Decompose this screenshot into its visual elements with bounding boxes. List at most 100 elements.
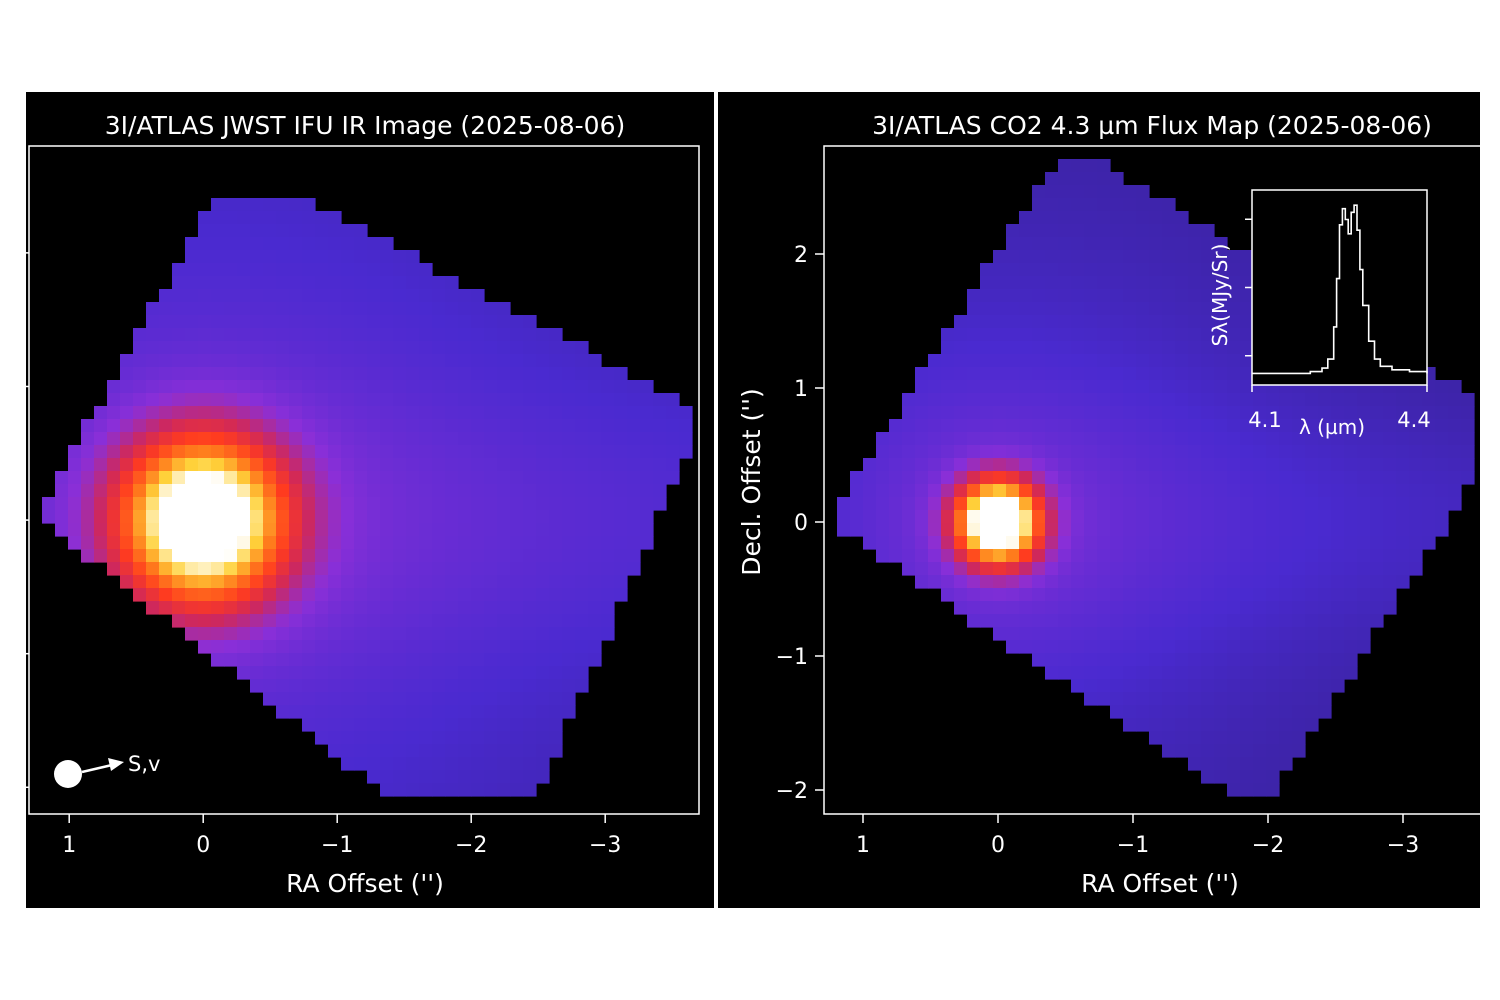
heatmap-cell bbox=[341, 523, 355, 537]
heatmap-cell bbox=[876, 523, 890, 537]
heatmap-cell bbox=[146, 341, 160, 355]
heatmap-cell bbox=[523, 705, 537, 719]
heatmap-cell bbox=[1240, 432, 1254, 446]
heatmap-cell bbox=[1097, 211, 1111, 225]
heatmap-cell bbox=[1032, 263, 1046, 277]
heatmap-cell bbox=[276, 263, 290, 277]
heatmap-cell bbox=[1175, 445, 1189, 459]
heatmap-cell bbox=[575, 445, 589, 459]
heatmap-cell bbox=[367, 484, 381, 498]
heatmap-cell bbox=[1331, 510, 1345, 524]
heatmap-cell bbox=[484, 731, 498, 745]
heatmap-cell bbox=[497, 380, 511, 394]
heatmap-cell bbox=[1097, 354, 1111, 368]
heatmap-cell bbox=[55, 523, 69, 537]
heatmap-cell bbox=[263, 510, 277, 524]
heatmap-cell bbox=[1214, 562, 1228, 576]
heatmap-cell bbox=[1318, 679, 1332, 693]
heatmap-cell bbox=[354, 458, 368, 472]
heatmap-cell bbox=[302, 341, 316, 355]
heatmap-cell bbox=[172, 445, 186, 459]
heatmap-cell bbox=[380, 666, 394, 680]
heatmap-cell bbox=[1123, 263, 1137, 277]
heatmap-cell bbox=[250, 289, 264, 303]
heatmap-cell bbox=[1136, 575, 1150, 589]
heatmap-cell bbox=[627, 536, 641, 550]
heatmap-cell bbox=[1175, 250, 1189, 264]
heatmap-cell bbox=[536, 705, 550, 719]
heatmap-cell bbox=[237, 419, 251, 433]
heatmap-cell bbox=[1136, 406, 1150, 420]
heatmap-cell bbox=[575, 666, 589, 680]
heatmap-cell bbox=[471, 783, 485, 797]
heatmap-cell bbox=[406, 744, 420, 758]
heatmap-cell bbox=[133, 575, 147, 589]
heatmap-cell bbox=[1058, 536, 1072, 550]
heatmap-cell bbox=[510, 783, 524, 797]
heatmap-cell bbox=[172, 510, 186, 524]
heatmap-cell bbox=[458, 705, 472, 719]
heatmap-cell bbox=[1149, 640, 1163, 654]
heatmap-cell bbox=[993, 393, 1007, 407]
heatmap-cell bbox=[1253, 653, 1267, 667]
heatmap-cell bbox=[562, 484, 576, 498]
heatmap-cell bbox=[406, 588, 420, 602]
y-tick-label: 0 bbox=[794, 511, 808, 536]
heatmap-cell bbox=[1227, 419, 1241, 433]
heatmap-cell bbox=[445, 783, 459, 797]
heatmap-cell bbox=[432, 289, 446, 303]
heatmap-cell bbox=[458, 458, 472, 472]
heatmap-cell bbox=[850, 484, 864, 498]
heatmap-cell bbox=[1396, 497, 1410, 511]
heatmap-cell bbox=[1097, 302, 1111, 316]
heatmap-cell bbox=[1084, 198, 1098, 212]
heatmap-cell bbox=[967, 471, 981, 485]
heatmap-cell bbox=[237, 627, 251, 641]
heatmap-cell bbox=[1058, 588, 1072, 602]
heatmap-cell bbox=[1409, 458, 1423, 472]
heatmap-cell bbox=[380, 627, 394, 641]
heatmap-cell bbox=[380, 705, 394, 719]
heatmap-cell bbox=[1071, 458, 1085, 472]
heatmap-cell bbox=[458, 770, 472, 784]
heatmap-cell bbox=[1019, 445, 1033, 459]
heatmap-cell bbox=[1084, 289, 1098, 303]
heatmap-cell bbox=[198, 341, 212, 355]
heatmap-cell bbox=[367, 588, 381, 602]
heatmap-cell bbox=[575, 588, 589, 602]
heatmap-cell bbox=[1188, 328, 1202, 342]
heatmap-cell bbox=[1123, 328, 1137, 342]
heatmap-cell bbox=[980, 536, 994, 550]
heatmap-cell bbox=[1136, 627, 1150, 641]
heatmap-cell bbox=[1084, 484, 1098, 498]
heatmap-cell bbox=[980, 419, 994, 433]
heatmap-cell bbox=[419, 575, 433, 589]
heatmap-cell bbox=[393, 497, 407, 511]
heatmap-cell bbox=[653, 497, 667, 511]
heatmap-cell bbox=[1162, 471, 1176, 485]
heatmap-cell bbox=[354, 679, 368, 693]
heatmap-cell bbox=[640, 471, 654, 485]
heatmap-cell bbox=[484, 484, 498, 498]
heatmap-cell bbox=[889, 523, 903, 537]
heatmap-cell bbox=[575, 471, 589, 485]
heatmap-cell bbox=[328, 549, 342, 563]
heatmap-cell bbox=[1292, 679, 1306, 693]
heatmap-cell bbox=[536, 575, 550, 589]
heatmap-cell bbox=[497, 679, 511, 693]
heatmap-cell bbox=[1019, 211, 1033, 225]
heatmap-cell bbox=[263, 549, 277, 563]
heatmap-cell bbox=[1188, 510, 1202, 524]
heatmap-cell bbox=[1292, 497, 1306, 511]
heatmap-cell bbox=[1175, 328, 1189, 342]
heatmap-cell bbox=[1123, 562, 1137, 576]
heatmap-cell bbox=[1305, 484, 1319, 498]
heatmap-cell bbox=[1136, 666, 1150, 680]
panel-co2-map: 3I/ATLAS CO2 4.3 µm Flux Map (2025-08-06… bbox=[718, 92, 1480, 908]
heatmap-cell bbox=[889, 484, 903, 498]
heatmap-cell bbox=[575, 497, 589, 511]
heatmap-cell bbox=[289, 510, 303, 524]
heatmap-cell bbox=[120, 523, 134, 537]
heatmap-cell bbox=[1110, 484, 1124, 498]
heatmap-cell bbox=[1253, 588, 1267, 602]
